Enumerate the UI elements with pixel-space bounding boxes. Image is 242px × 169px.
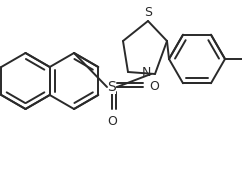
Text: O: O — [149, 80, 159, 93]
Text: N: N — [142, 66, 151, 79]
Text: S: S — [108, 80, 116, 94]
Text: S: S — [144, 6, 152, 19]
Text: O: O — [107, 115, 117, 128]
